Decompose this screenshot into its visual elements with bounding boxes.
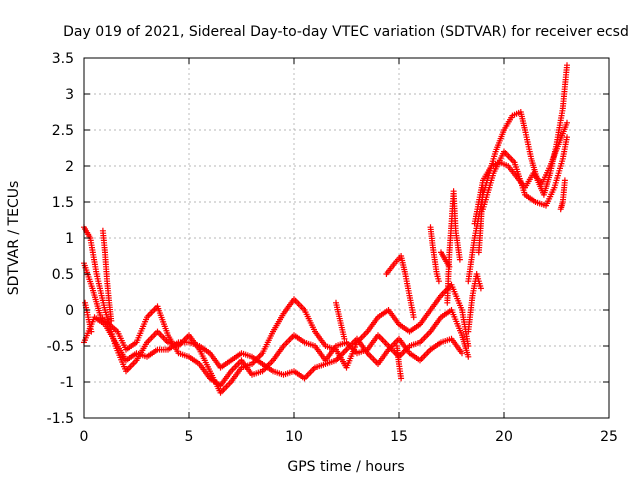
data-point bbox=[456, 256, 463, 263]
data-point bbox=[341, 335, 348, 342]
y-axis-label: SDTVAR / TECUs bbox=[6, 181, 22, 296]
series-11 bbox=[427, 224, 442, 285]
data-point bbox=[410, 314, 417, 321]
x-tick-label: 5 bbox=[185, 429, 194, 445]
data-point bbox=[564, 134, 570, 141]
y-tick-label: -0.5 bbox=[47, 339, 74, 355]
series-10 bbox=[393, 343, 405, 382]
data-point bbox=[459, 350, 465, 357]
data-point bbox=[108, 317, 115, 324]
x-tick-label: 25 bbox=[600, 429, 618, 445]
series-8 bbox=[82, 299, 95, 335]
y-tick-label: 2.5 bbox=[52, 123, 74, 139]
data-point bbox=[435, 278, 442, 285]
data-point bbox=[88, 328, 95, 335]
series-3 bbox=[81, 314, 465, 382]
data-point bbox=[561, 177, 568, 184]
y-tick-label: 2 bbox=[65, 159, 74, 175]
series-17 bbox=[333, 299, 348, 342]
series-15 bbox=[475, 184, 486, 256]
y-tick-label: 1.5 bbox=[52, 195, 74, 211]
series-16 bbox=[557, 177, 568, 213]
x-tick-label: 0 bbox=[80, 429, 89, 445]
y-tick-label: 3 bbox=[65, 87, 74, 103]
series-9 bbox=[383, 253, 417, 321]
data-point bbox=[477, 285, 484, 292]
x-axis-label: GPS time / hours bbox=[287, 459, 404, 475]
data-point bbox=[398, 375, 405, 382]
x-tick-label: 15 bbox=[390, 429, 408, 445]
y-tick-label: 3.5 bbox=[52, 51, 74, 67]
y-tick-label: 1 bbox=[65, 231, 74, 247]
series-14 bbox=[465, 271, 484, 335]
data-points bbox=[81, 62, 570, 396]
data-point bbox=[564, 62, 570, 69]
y-tick-label: -1.5 bbox=[47, 411, 74, 427]
chart-title: Day 019 of 2021, Sidereal Day-to-day VTE… bbox=[63, 24, 629, 40]
y-tick-label: 0 bbox=[65, 303, 74, 319]
x-tick-label: 20 bbox=[495, 429, 513, 445]
data-point bbox=[564, 119, 570, 126]
y-tick-label: -1 bbox=[60, 375, 74, 391]
series-5 bbox=[471, 119, 570, 227]
y-tick-label: 0.5 bbox=[52, 267, 74, 283]
data-point bbox=[480, 184, 486, 191]
x-tick-label: 10 bbox=[285, 429, 303, 445]
series-13 bbox=[444, 188, 463, 306]
ticks: 0 5 10 15 20 25 -1.5 -1 -0.5 0 0.5 1 1.5 2 2.5 3 3.5 bbox=[47, 51, 618, 445]
series-7 bbox=[99, 227, 115, 324]
data-point bbox=[465, 353, 472, 360]
